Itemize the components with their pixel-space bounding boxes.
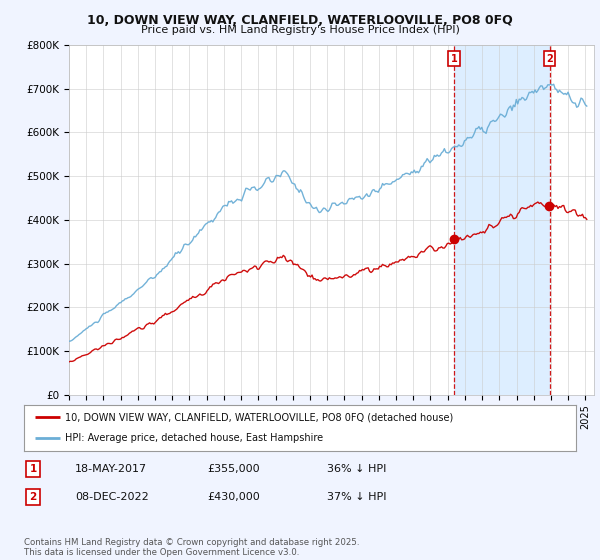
Text: £355,000: £355,000 xyxy=(207,464,260,474)
Text: 18-MAY-2017: 18-MAY-2017 xyxy=(75,464,147,474)
Bar xyxy=(454,45,550,395)
Text: £430,000: £430,000 xyxy=(207,492,260,502)
Text: HPI: Average price, detached house, East Hampshire: HPI: Average price, detached house, East… xyxy=(65,433,323,444)
Text: Contains HM Land Registry data © Crown copyright and database right 2025.
This d: Contains HM Land Registry data © Crown c… xyxy=(24,538,359,557)
Text: 1: 1 xyxy=(29,464,37,474)
Text: 2: 2 xyxy=(546,54,553,64)
Text: 36% ↓ HPI: 36% ↓ HPI xyxy=(327,464,386,474)
Text: 37% ↓ HPI: 37% ↓ HPI xyxy=(327,492,386,502)
Text: 1: 1 xyxy=(451,54,457,64)
Text: Price paid vs. HM Land Registry's House Price Index (HPI): Price paid vs. HM Land Registry's House … xyxy=(140,25,460,35)
Text: 10, DOWN VIEW WAY, CLANFIELD, WATERLOOVILLE, PO8 0FQ: 10, DOWN VIEW WAY, CLANFIELD, WATERLOOVI… xyxy=(87,14,513,27)
Text: 08-DEC-2022: 08-DEC-2022 xyxy=(75,492,149,502)
Text: 2: 2 xyxy=(29,492,37,502)
Text: 10, DOWN VIEW WAY, CLANFIELD, WATERLOOVILLE, PO8 0FQ (detached house): 10, DOWN VIEW WAY, CLANFIELD, WATERLOOVI… xyxy=(65,412,454,422)
